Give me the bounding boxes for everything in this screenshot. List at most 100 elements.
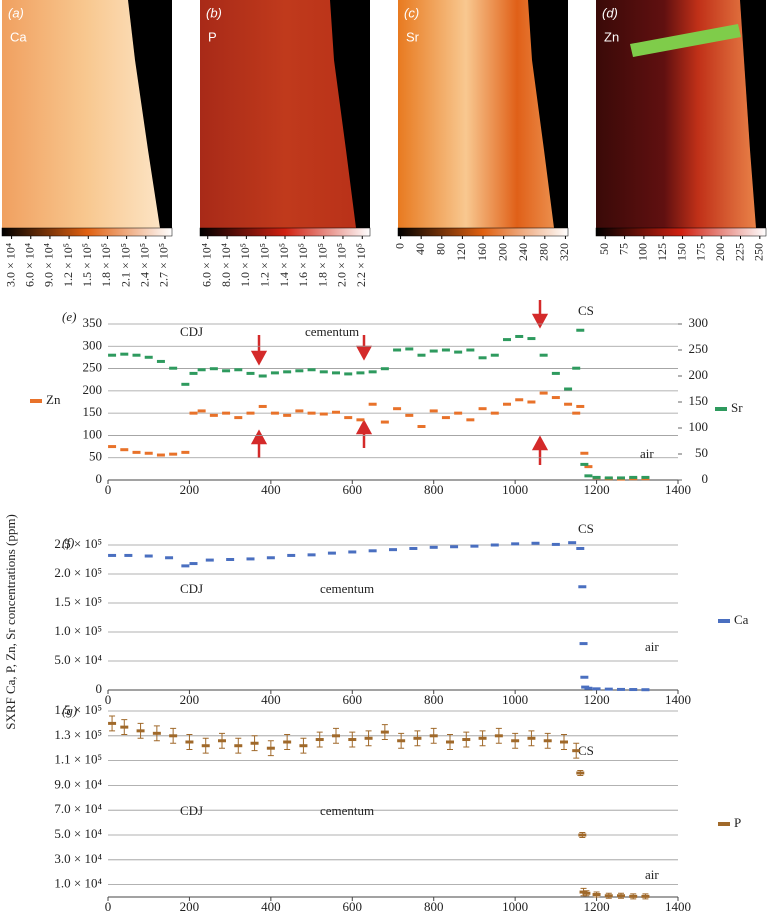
- colorbar-tick-label: 6.0 × 10⁴: [23, 243, 37, 287]
- legend-label: P: [734, 815, 741, 830]
- annotation: CS: [578, 303, 594, 318]
- y2-tick-label: 300: [689, 315, 709, 330]
- x-tick-label: 1200: [584, 899, 610, 914]
- y-tick-label: 300: [83, 337, 103, 352]
- x-tick-label: 400: [261, 899, 281, 914]
- colorbar-tick-label: 2.4 × 10⁵: [138, 243, 152, 287]
- x-tick-label: 1400: [665, 692, 691, 707]
- y-tick-label: 1.0 × 10⁴: [54, 876, 102, 891]
- colorbar-tick-label: 250: [752, 243, 766, 261]
- colorbar-tick-label: 200: [495, 243, 509, 261]
- x-tick-label: 800: [424, 482, 444, 497]
- colorbar-tick-label: 3.0 × 10⁴: [3, 243, 17, 287]
- x-tick-label: 0: [105, 692, 112, 707]
- colorbar-tick-label: 0: [392, 243, 406, 249]
- y-tick-label: 1.0 × 10⁵: [54, 623, 102, 638]
- annotation: air: [640, 446, 654, 461]
- colorbar: [595, 227, 767, 237]
- panel-element: Ca: [10, 29, 27, 44]
- colorbar-tick-label: 1.5 × 10⁵: [80, 243, 94, 287]
- x-tick-label: 600: [343, 899, 363, 914]
- panel-letter: (e): [62, 309, 76, 324]
- annotation: air: [645, 639, 659, 654]
- colorbar-tick-label: 100: [636, 243, 650, 261]
- image-background: [528, 0, 568, 228]
- y2-tick-label: 100: [689, 419, 709, 434]
- x-tick-label: 0: [105, 482, 112, 497]
- y-tick-label: 1.1 × 10⁵: [54, 752, 102, 767]
- colorbar-tick-label: 2.0 × 10⁵: [335, 243, 349, 287]
- legend-label: Ca: [734, 612, 749, 627]
- annotation: CS: [578, 743, 594, 758]
- colorbar-tick-label: 8.0 × 10⁴: [219, 243, 233, 287]
- y-tick-label: 0: [96, 681, 103, 696]
- x-tick-label: 800: [424, 899, 444, 914]
- y-tick-label: 1.5 × 10⁵: [54, 594, 102, 609]
- panel-element: P: [208, 29, 217, 44]
- x-tick-label: 0: [105, 899, 112, 914]
- y-tick-label: 1.5 × 10⁵: [54, 702, 102, 717]
- colorbar-tick-label: 1.2 × 10⁵: [61, 243, 75, 287]
- annotation: CDJ: [180, 803, 203, 818]
- x-tick-label: 600: [343, 692, 363, 707]
- colorbar-tick-label: 2.2 × 10⁵: [354, 243, 368, 287]
- arrows: [250, 300, 549, 465]
- x-tick-label: 1200: [584, 692, 610, 707]
- y2-tick-label: 200: [689, 367, 709, 382]
- scan-line: [630, 24, 741, 57]
- colorbar-tick-label: 1.8 × 10⁵: [315, 243, 329, 287]
- y-tick-label: 5.0 × 10⁴: [54, 652, 102, 667]
- colorbar-tick-label: 75: [616, 243, 630, 255]
- panel-letter: (d): [602, 5, 618, 20]
- y-tick-label: 100: [83, 426, 103, 441]
- panel-element: Zn: [604, 29, 619, 44]
- annotation: cementum: [305, 324, 359, 339]
- y-tick-label: 2.0 × 10⁵: [54, 565, 102, 580]
- x-tick-label: 600: [343, 482, 363, 497]
- x-tick-label: 1000: [502, 899, 528, 914]
- y-tick-label: 7.0 × 10⁴: [54, 801, 102, 816]
- y-tick-label: 50: [89, 449, 102, 464]
- annotation: cementum: [320, 803, 374, 818]
- y2-tick-label: 50: [695, 445, 708, 460]
- panel-letter: (a): [8, 5, 24, 20]
- y-tick-label: 2.5 × 10⁵: [54, 536, 102, 551]
- x-tick-label: 1000: [502, 482, 528, 497]
- colorbar-tick-label: 1.4 × 10⁵: [277, 243, 291, 287]
- colorbar-tick-label: 1.6 × 10⁵: [296, 243, 310, 287]
- y-tick-label: 9.0 × 10⁴: [54, 776, 102, 791]
- colorbar-tick-label: 280: [537, 243, 551, 261]
- x-tick-label: 200: [180, 692, 200, 707]
- annotation: CS: [578, 521, 594, 536]
- y-tick-label: 200: [83, 382, 103, 397]
- image-background: [740, 0, 766, 228]
- colorbar-tick-label: 6.0 × 10⁴: [199, 243, 213, 287]
- colorbar: [199, 227, 371, 237]
- colorbar-tick-label: 160: [475, 243, 489, 261]
- x-tick-label: 200: [180, 899, 200, 914]
- panel-letter: (f): [62, 535, 74, 550]
- x-tick-label: 1400: [665, 899, 691, 914]
- x-tick-label: 400: [261, 482, 281, 497]
- colorbar-tick-label: 320: [557, 243, 571, 261]
- y2-tick-label: 250: [689, 341, 709, 356]
- colorbar-tick-label: 240: [516, 243, 530, 261]
- x-tick-label: 800: [424, 692, 444, 707]
- x-tick-label: 1400: [665, 482, 691, 497]
- colorbar-tick-label: 200: [713, 243, 727, 261]
- x-tick-label: 1200: [584, 482, 610, 497]
- y-tick-label: 150: [83, 404, 103, 419]
- y-tick-label: 0: [96, 471, 103, 486]
- panel-letter: (b): [206, 5, 222, 20]
- colorbar-tick-label: 120: [454, 243, 468, 261]
- colorbar-tick-label: 9.0 × 10⁴: [42, 243, 56, 287]
- y-tick-label: 5.0 × 10⁴: [54, 826, 102, 841]
- colorbar-tick-label: 1.8 × 10⁵: [99, 243, 113, 287]
- colorbar-tick-label: 40: [413, 243, 427, 255]
- colorbar-tick-label: 225: [732, 243, 746, 261]
- colorbar-tick-label: 2.7 × 10⁵: [157, 243, 171, 287]
- colorbar-tick-label: 2.1 × 10⁵: [118, 243, 132, 287]
- image-zn: [596, 0, 766, 228]
- colorbar: [1, 227, 173, 237]
